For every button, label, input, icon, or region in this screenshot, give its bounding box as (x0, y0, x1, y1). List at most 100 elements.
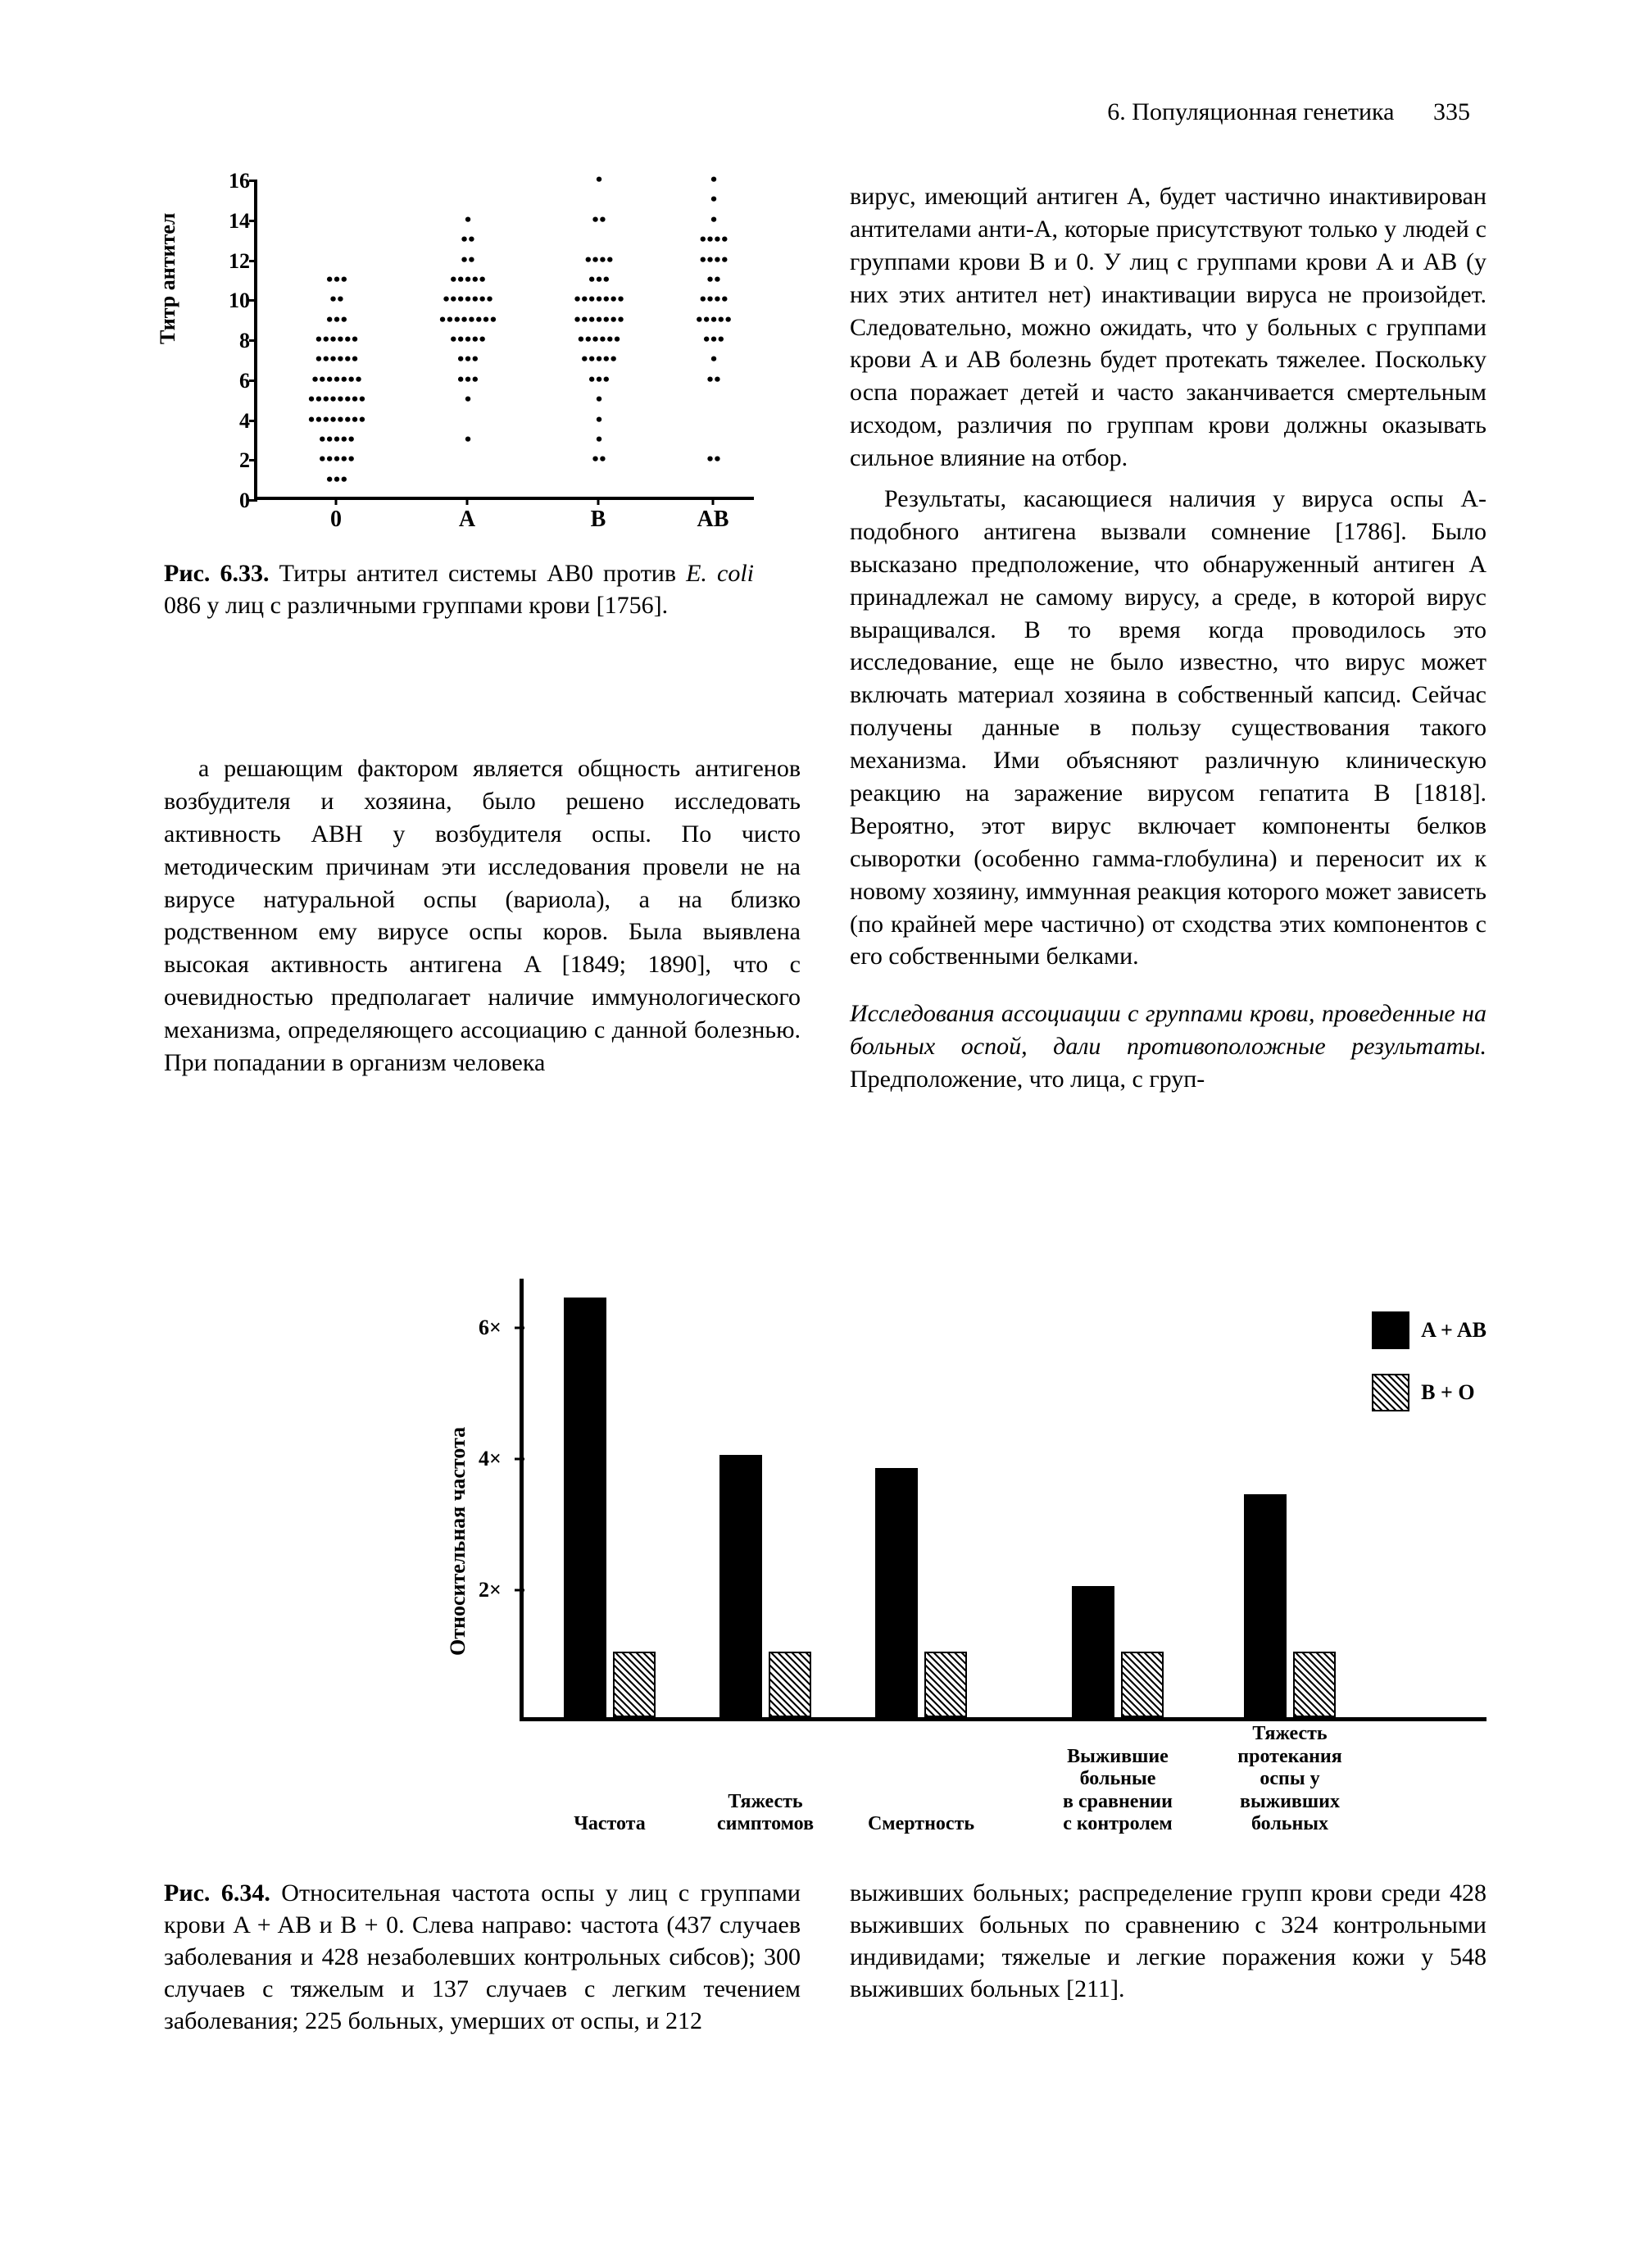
right-paragraph-1: вирус, имеющий антиген A, будет частично… (850, 180, 1486, 475)
bar-hatched (924, 1652, 967, 1717)
figure-6-34-caption-left: Рис. 6.34. Относительная частота оспы у … (164, 1877, 801, 2037)
y-tick-mark (249, 380, 257, 382)
dot-cluster: •••• (698, 232, 727, 249)
x-group-label: Выжившие больные в сравнении с контролем (1063, 1746, 1173, 1836)
legend-label: B + O (1421, 1380, 1474, 1405)
dot-cluster: •• (591, 211, 606, 229)
figure-6-34-caption-row: Рис. 6.34. Относительная частота оспы у … (164, 1877, 1486, 2037)
x-tick-label: AB (697, 507, 729, 533)
dot-cluster: ••••• (695, 311, 731, 329)
dot-cluster: • (595, 411, 602, 429)
dot-cluster: • (710, 192, 717, 209)
dot-cluster: •••• (698, 292, 727, 309)
dot-cluster: ••••• (449, 332, 485, 349)
y-tick-mark (249, 260, 257, 262)
dot-cluster: • (595, 431, 602, 448)
dot-cluster: ••••••• (573, 292, 624, 309)
dot-cluster: ••• (588, 371, 610, 389)
y-tick-mark (249, 420, 257, 422)
y-tick-label: 2× (479, 1578, 502, 1602)
bar-hatched (613, 1652, 656, 1717)
x-tick-label: A (459, 507, 475, 533)
y-tick-label: 0 (213, 489, 250, 513)
y-tick-mark (249, 499, 257, 502)
bar-hatched (1293, 1652, 1336, 1717)
dot-cluster: ••• (325, 311, 347, 329)
y-tick-label: 2 (213, 448, 250, 473)
bar-hatched (1121, 1652, 1164, 1717)
top-columns: Титр антител 02468101214160•••••••••••••… (164, 180, 1486, 1096)
left-body-paragraph: а решающим фактором является общность ан… (164, 752, 801, 1079)
y-tick-label: 4× (479, 1447, 502, 1471)
dot-cluster: •• (706, 371, 720, 389)
dot-cluster: ••••• (318, 431, 354, 448)
figure-label: Рис. 6.33. (164, 560, 270, 587)
bar-solid (719, 1455, 762, 1717)
legend: A + AB B + O (1372, 1311, 1486, 1436)
dot-cluster: ••• (456, 371, 479, 389)
figure-label: Рис. 6.34. (164, 1879, 270, 1907)
y-tick-label: 4 (213, 409, 250, 434)
y-tick-label: 12 (213, 249, 250, 274)
y-tick-mark (515, 1589, 524, 1592)
dot-cluster: ••••• (449, 271, 485, 289)
y-tick-mark (249, 299, 257, 302)
dot-cluster: •••••• (314, 352, 357, 369)
y-axis (520, 1279, 524, 1721)
legend-swatch-hatched (1372, 1374, 1409, 1411)
y-tick-label: 14 (213, 209, 250, 234)
dot-cluster: •••••••• (438, 311, 497, 329)
dot-cluster: • (595, 392, 602, 409)
bar-solid (1072, 1586, 1114, 1717)
dot-cluster: ••••••• (573, 311, 624, 329)
right-paragraph-3: Исследования ассоциации с группами крови… (850, 998, 1486, 1096)
legend-swatch-solid (1372, 1311, 1409, 1349)
legend-item: A + AB (1372, 1311, 1486, 1349)
right-paragraph-2: Результаты, касающиеся наличия у вируса … (850, 483, 1486, 973)
y-axis-label: Относительная частота (446, 1427, 470, 1656)
dot-cluster: • (464, 392, 471, 409)
y-tick-label: 16 (213, 169, 250, 193)
dot-cluster: • (710, 352, 717, 369)
y-tick-mark (249, 459, 257, 461)
dot-cluster: ••••• (318, 452, 354, 469)
dot-cluster: •••••••• (307, 411, 365, 429)
dot-cluster: •• (460, 232, 474, 249)
dot-cluster: • (464, 431, 471, 448)
dot-cluster: ••••••• (311, 371, 361, 389)
dot-cluster: • (710, 211, 717, 229)
dot-cluster: •••••• (314, 332, 357, 349)
dot-cluster: •• (329, 292, 343, 309)
bar-hatched (769, 1652, 811, 1717)
x-axis (520, 1717, 1486, 1721)
dot-cluster: •••••• (576, 332, 620, 349)
dot-cluster: • (595, 172, 602, 189)
x-tick-mark (466, 497, 469, 505)
y-tick-label: 10 (213, 289, 250, 313)
dot-cluster: ••••• (580, 352, 616, 369)
y-tick-label: 6× (479, 1316, 502, 1340)
dot-cluster: •••• (583, 252, 612, 269)
y-tick-mark (515, 1327, 524, 1329)
dot-cluster: ••• (456, 352, 479, 369)
x-group-label: Тяжесть симптомов (717, 1791, 814, 1836)
dot-cluster: ••• (325, 271, 347, 289)
x-group-label: Смертность (868, 1813, 974, 1836)
x-group-label: Тяжесть протекания оспы у выживших больн… (1237, 1723, 1341, 1836)
y-tick-label: 6 (213, 369, 250, 393)
running-header: 6. Популяционная генетика 335 (1107, 98, 1470, 126)
dot-cluster: ••• (588, 271, 610, 289)
figure-6-34-wrap: Относительная частота A + AB B + O 2× 4× 6… (164, 1279, 1486, 1836)
x-tick-mark (335, 497, 338, 505)
bar-solid (875, 1468, 918, 1717)
dot-cluster: ••• (325, 471, 347, 489)
x-tick-mark (597, 497, 600, 505)
dot-cluster: •• (706, 452, 720, 469)
legend-label: A + AB (1421, 1318, 1486, 1343)
right-column: вирус, имеющий антиген A, будет частично… (850, 180, 1486, 1096)
bar-solid (1244, 1494, 1287, 1717)
page-number: 335 (1433, 98, 1470, 125)
dot-cluster: • (710, 172, 717, 189)
x-tick-label: B (591, 507, 606, 533)
dot-cluster: •••• (698, 252, 727, 269)
